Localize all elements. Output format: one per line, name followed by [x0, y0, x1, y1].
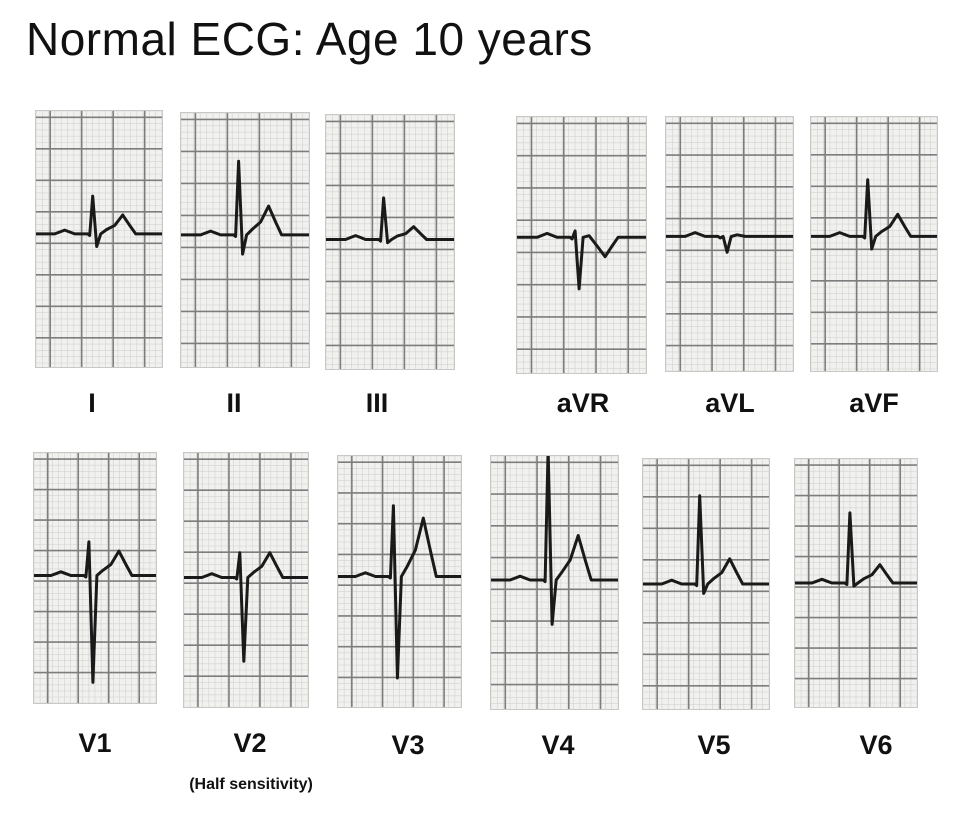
- lead-label-V5: V5: [697, 730, 731, 760]
- ecg-panel-V3: [337, 455, 462, 708]
- ecg-waveform-aVF: [811, 178, 937, 251]
- ecg-trace-V6: [795, 459, 917, 707]
- ecg-waveform-aVL: [666, 231, 793, 254]
- ecg-waveform-II: [181, 159, 309, 256]
- ecg-trace-V2: [184, 453, 308, 707]
- ecg-panel-V5: [642, 458, 770, 710]
- ecg-panel-aVL: [665, 116, 794, 372]
- lead-label-aVF: aVF: [849, 388, 899, 418]
- ecg-trace-II: [181, 113, 309, 367]
- ecg-waveform-V6: [795, 511, 917, 588]
- ecg-trace-III: [326, 115, 454, 369]
- ecg-trace-V1: [34, 453, 156, 703]
- half-sensitivity-note: (Half sensitivity): [189, 776, 313, 793]
- lead-label-I: I: [88, 388, 96, 418]
- ecg-trace-V5: [643, 459, 769, 709]
- lead-label-aVR: aVR: [556, 388, 610, 418]
- ecg-waveform-V2: [184, 551, 308, 663]
- ecg-trace-I: [36, 111, 162, 367]
- ecg-waveform-I: [36, 194, 162, 248]
- ecg-waveform-V1: [34, 540, 156, 684]
- ecg-panel-V2: [183, 452, 309, 708]
- ecg-trace-aVL: [666, 117, 793, 371]
- page-title: Normal ECG: Age 10 years: [26, 13, 593, 65]
- ecg-trace-V3: [338, 456, 461, 707]
- ecg-panel-V4: [490, 455, 619, 710]
- lead-label-V2: V2: [233, 728, 267, 758]
- ecg-trace-aVR: [517, 117, 646, 373]
- ecg-panel-III: [325, 114, 455, 370]
- ecg-waveform-III: [326, 196, 454, 245]
- ecg-panel-aVR: [516, 116, 647, 374]
- ecg-waveform-V5: [643, 494, 769, 595]
- ecg-panel-V1: [33, 452, 157, 704]
- ecg-trace-V4: [491, 456, 618, 709]
- ecg-panel-I: [35, 110, 163, 368]
- ecg-waveform-aVR: [517, 229, 646, 291]
- lead-label-II: II: [226, 388, 242, 418]
- lead-label-V4: V4: [541, 730, 575, 760]
- lead-label-V6: V6: [859, 730, 893, 760]
- ecg-panel-aVF: [810, 116, 938, 372]
- ecg-trace-aVF: [811, 117, 937, 371]
- ecg-panel-V6: [794, 458, 918, 708]
- lead-label-V3: V3: [391, 730, 425, 760]
- ecg-waveform-V3: [338, 504, 461, 680]
- lead-label-aVL: aVL: [705, 388, 755, 418]
- ecg-waveform-V4: [491, 456, 618, 626]
- lead-label-III: III: [365, 388, 389, 418]
- ecg-panel-II: [180, 112, 310, 368]
- lead-label-V1: V1: [78, 728, 112, 758]
